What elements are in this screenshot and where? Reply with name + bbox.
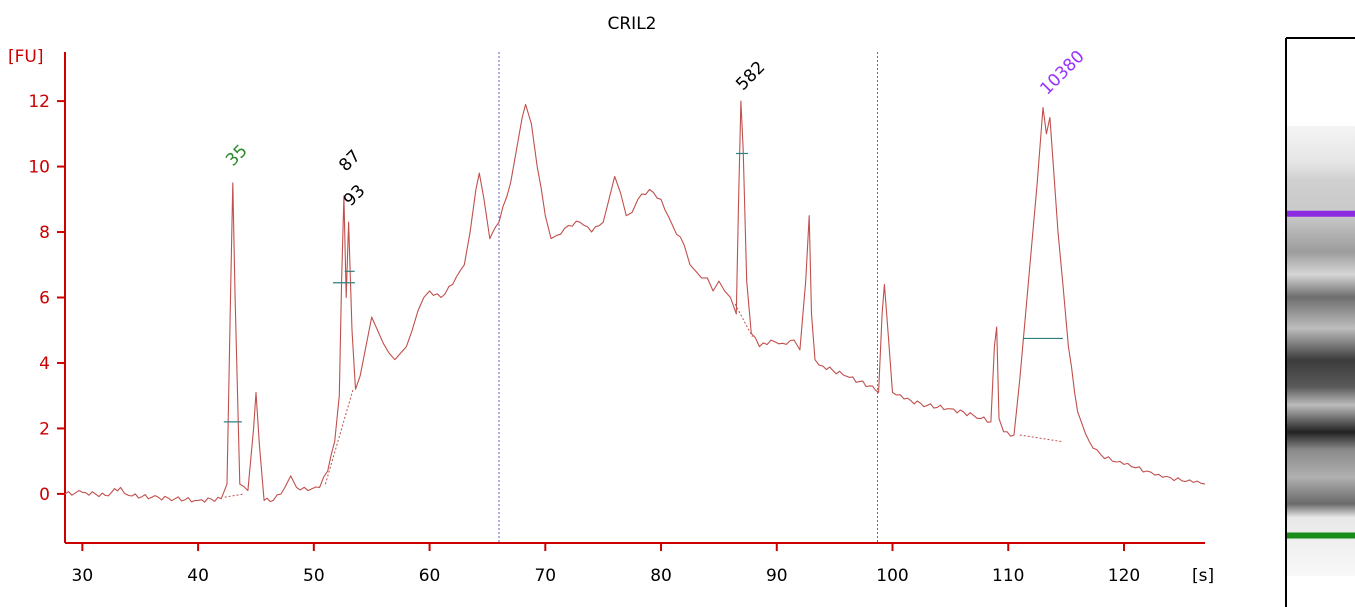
- x-tick-label: 100: [876, 566, 908, 586]
- y-tick-label: 12: [28, 92, 50, 112]
- x-tick-label: 90: [766, 566, 788, 586]
- peak-baseline: [1019, 434, 1062, 443]
- peak-baseline: [324, 389, 354, 485]
- x-tick-label: 120: [1108, 566, 1140, 586]
- gel-lane: [1285, 37, 1355, 607]
- marker-lines: [498, 52, 878, 543]
- x-tick-label: 40: [187, 566, 209, 586]
- y-tick-label: 4: [39, 354, 50, 374]
- x-ticks: 30 40 50 60 70 80 90 100 110 120: [72, 543, 1140, 586]
- peak-label: 87: [335, 146, 364, 175]
- gel-band: [1287, 210, 1355, 217]
- peak-label: 582: [732, 58, 769, 95]
- y-tick-label: 2: [39, 419, 50, 439]
- peak-baselines: [224, 303, 1062, 498]
- peak-label: 35: [222, 141, 251, 170]
- trace-line: [64, 100, 1206, 503]
- peak-label: 10380: [1036, 47, 1088, 99]
- x-axis-label: [s]: [1192, 566, 1214, 586]
- gel-band: [1287, 532, 1355, 539]
- x-tick-label: 70: [534, 566, 556, 586]
- x-tick-label: 50: [303, 566, 325, 586]
- y-ticks: 0 2 4 6 8 10 12: [28, 92, 65, 505]
- y-tick-label: 6: [39, 289, 50, 309]
- chart-title: CRIL2: [608, 14, 657, 34]
- x-tick-label: 60: [419, 566, 441, 586]
- peak-baseline: [224, 493, 245, 498]
- y-tick-label: 8: [39, 223, 50, 243]
- y-axis-label: [FU]: [8, 47, 44, 67]
- x-tick-label: 80: [650, 566, 672, 586]
- y-tick-label: 0: [39, 485, 50, 505]
- y-tick-label: 10: [28, 158, 50, 178]
- gel-bands: [1287, 210, 1355, 539]
- peak-ticks: [223, 152, 1063, 423]
- x-tick-label: 110: [992, 566, 1024, 586]
- x-tick-label: 30: [72, 566, 94, 586]
- gel-lane-body: [1287, 126, 1355, 576]
